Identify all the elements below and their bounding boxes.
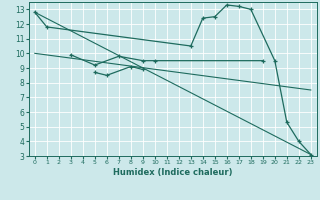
X-axis label: Humidex (Indice chaleur): Humidex (Indice chaleur): [113, 168, 233, 177]
